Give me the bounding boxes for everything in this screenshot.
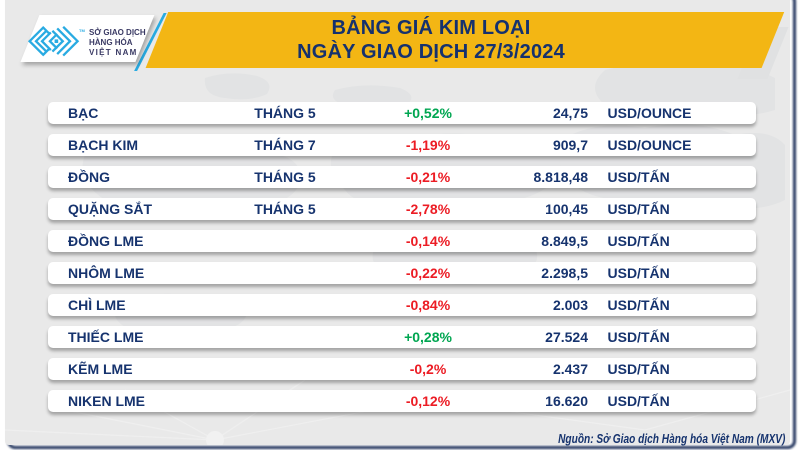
svg-text:TM: TM [79,28,85,33]
